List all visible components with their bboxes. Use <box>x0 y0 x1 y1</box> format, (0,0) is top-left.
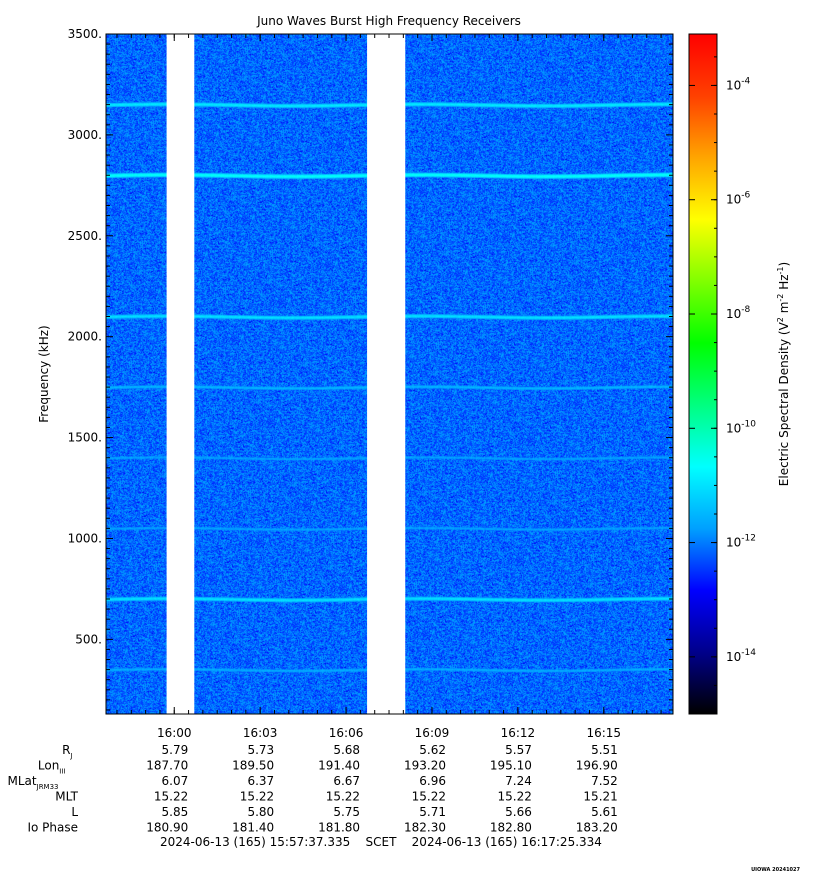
ephemeris-value: 5.62 <box>419 743 446 757</box>
time-range-label: 2024-06-13 (165) 15:57:37.335 SCET 2024-… <box>160 835 602 849</box>
ephemeris-value: 5.68 <box>333 743 360 757</box>
ephemeris-value: 5.51 <box>591 743 618 757</box>
ephemeris-value: 5.85 <box>162 805 189 819</box>
x-tick-label: 16:15 <box>586 726 621 740</box>
y-axis: 500. 1000. 1500. 2000. 2500. 3000. 3500. <box>68 27 673 711</box>
ephemeris-value: 5.80 <box>247 805 274 819</box>
ephemeris-value: 182.30 <box>404 821 446 835</box>
ephemeris-value: 193.20 <box>404 759 446 773</box>
x-tick-label: 16:09 <box>415 726 450 740</box>
x-tick-label: 16:12 <box>501 726 536 740</box>
ephemeris-value: 182.80 <box>490 821 532 835</box>
ephemeris-row-label: MLatJRM33 <box>8 774 59 791</box>
ephemeris-row-label: LonIII <box>38 759 66 776</box>
ephemeris-value: 5.66 <box>505 805 532 819</box>
y-tick-label: 3000. <box>68 128 102 142</box>
colorbar-tick-label: 10-10 <box>726 419 756 435</box>
ephemeris-row-label: L <box>71 805 78 819</box>
ephemeris-value: 5.71 <box>419 805 446 819</box>
ephemeris-value: 15.22 <box>154 790 188 804</box>
ephemeris-value: 15.22 <box>498 790 532 804</box>
ephemeris-value: 6.67 <box>333 774 360 788</box>
ephemeris-value: 180.90 <box>146 821 188 835</box>
ephemeris-value: 15.21 <box>583 790 617 804</box>
ephemeris-value: 183.20 <box>576 821 618 835</box>
data-gaps <box>166 34 406 714</box>
ephemeris-row-label: MLT <box>55 790 78 804</box>
ephemeris-row-label: RJ <box>62 743 72 760</box>
ephemeris-value: 7.52 <box>591 774 618 788</box>
ephemeris-value: 195.10 <box>490 759 532 773</box>
ephemeris-value: 189.50 <box>232 759 274 773</box>
ephemeris-value: 181.80 <box>318 821 360 835</box>
x-tick-label: 16:00 <box>157 726 192 740</box>
colorbar: 10-14 10-12 10-10 10-8 10-6 10-4 <box>688 33 756 715</box>
y-tick-label: 1500. <box>68 431 102 445</box>
ephemeris-value: 5.61 <box>591 805 618 819</box>
chart-title: Juno Waves Burst High Frequency Receiver… <box>256 14 521 28</box>
colorbar-tick-label: 10-8 <box>726 305 751 321</box>
ephemeris-value: 15.22 <box>412 790 446 804</box>
ephemeris-value: 6.37 <box>247 774 274 788</box>
colorbar-tick-label: 10-12 <box>726 534 756 550</box>
ephemeris-value: 181.40 <box>232 821 274 835</box>
colorbar-tick-label: 10-4 <box>726 76 751 92</box>
ephemeris-value: 187.70 <box>146 759 188 773</box>
ephemeris-value: 196.90 <box>576 759 618 773</box>
ephemeris-value: 7.24 <box>505 774 532 788</box>
x-tick-label: 16:06 <box>329 726 364 740</box>
ephemeris-value: 6.96 <box>419 774 446 788</box>
spectrogram-plot-area <box>105 33 674 715</box>
data-gap <box>166 34 195 714</box>
y-axis-label: Frequency (kHz) <box>37 325 51 422</box>
ephemeris-value: 5.75 <box>333 805 360 819</box>
ephemeris-table: RJ 5.79 5.73 5.68 5.62 5.57 5.51 LonIII 187.70 18… <box>8 743 618 835</box>
ephemeris-value: 15.22 <box>326 790 360 804</box>
y-tick-label: 500. <box>75 632 102 646</box>
colorbar-tick-label: 10-6 <box>726 191 751 207</box>
data-gap <box>367 34 406 714</box>
y-tick-label: 2000. <box>68 330 102 344</box>
x-tick-label: 16:03 <box>243 726 278 740</box>
credit-label: UIOWA 20241027 <box>751 867 800 873</box>
y-tick-label: 3500. <box>68 27 102 41</box>
y-tick-label: 2500. <box>68 229 102 243</box>
y-tick-label: 1000. <box>68 531 102 545</box>
ephemeris-value: 15.22 <box>240 790 274 804</box>
ephemeris-row-label: Io Phase <box>27 821 78 835</box>
ephemeris-value: 5.73 <box>247 743 274 757</box>
colorbar-label: Electric Spectral Density (V2 m-2 Hz-1) <box>776 262 791 486</box>
x-axis: 16:00 16:03 16:06 16:09 16:12 16:15 <box>116 34 662 740</box>
colorbar-gradient <box>688 33 718 715</box>
colorbar-ticks: 10-14 10-12 10-10 10-8 10-6 10-4 <box>689 56 756 715</box>
ephemeris-value: 191.40 <box>318 759 360 773</box>
ephemeris-value: 5.57 <box>505 743 532 757</box>
ephemeris-value: 5.79 <box>162 743 189 757</box>
colorbar-tick-label: 10-14 <box>726 648 756 664</box>
ephemeris-value: 6.07 <box>162 774 189 788</box>
